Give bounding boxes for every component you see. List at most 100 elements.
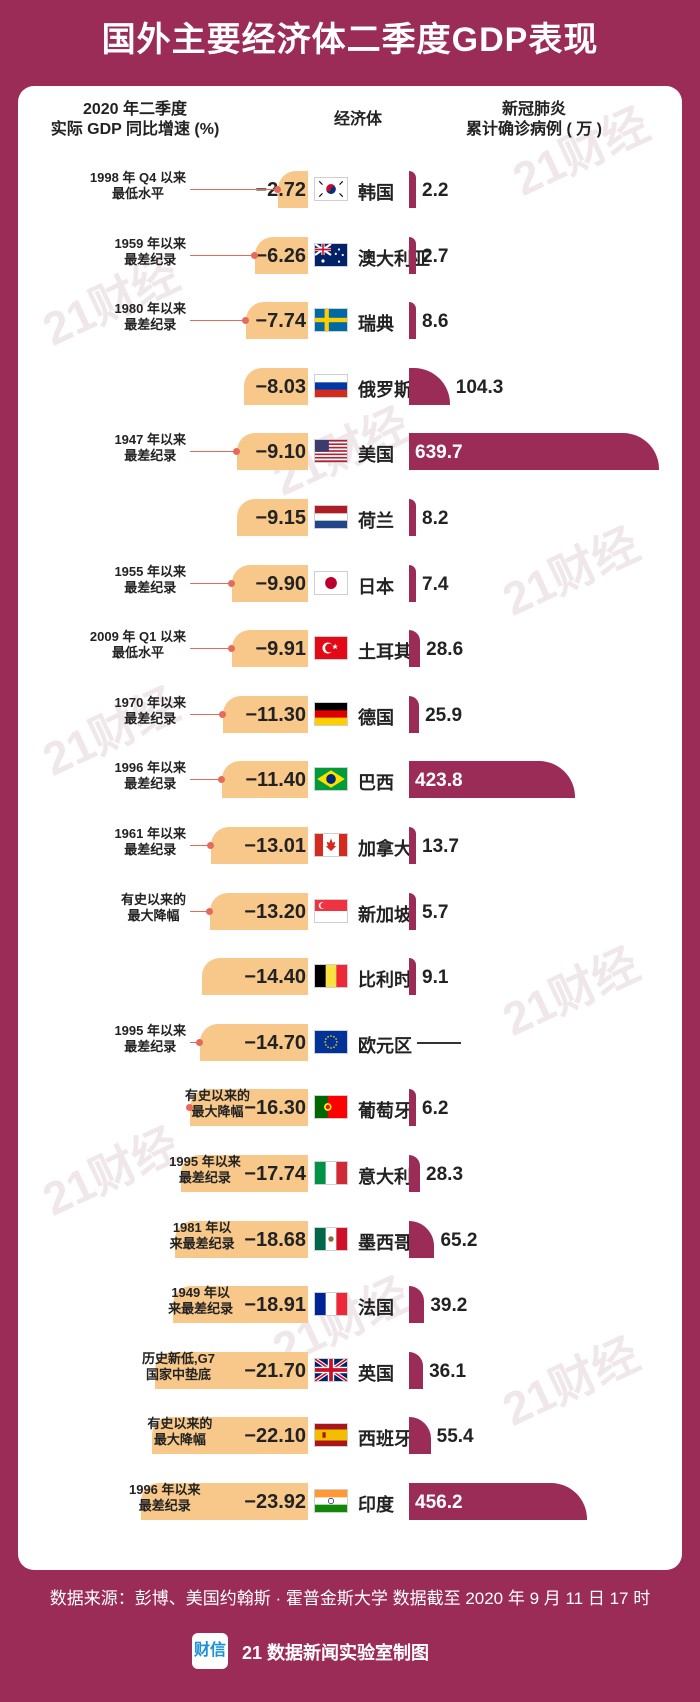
economy-name: 新加坡 bbox=[358, 904, 412, 925]
note-dot bbox=[206, 907, 214, 915]
record-note-line: 最差纪录 bbox=[124, 251, 177, 267]
gdp-bar bbox=[154, 1351, 308, 1389]
korea-flag-icon bbox=[314, 177, 348, 201]
chart-row: −16.30 有史以来的 最大降幅 葡萄牙 6.2 bbox=[18, 1072, 682, 1138]
record-note-line: 1981 年以 bbox=[172, 1219, 232, 1235]
uk-flag-icon bbox=[314, 1357, 348, 1382]
australia-flag-icon bbox=[314, 242, 348, 267]
cases-header-line2: 累计确诊病例 ( 万 ) bbox=[466, 121, 602, 138]
note-connector bbox=[190, 910, 211, 912]
record-note-line: 有史以来的 bbox=[120, 891, 186, 907]
record-note: 1970 年以来 最差纪录 bbox=[114, 695, 186, 727]
chart-row: −8.03 俄罗斯 104.3 bbox=[18, 351, 682, 417]
record-note: 1949 年以 来最差纪录 bbox=[168, 1285, 233, 1317]
gdp-value-label: −18.91 bbox=[244, 1294, 306, 1317]
record-note-line: 1995 年以来 bbox=[114, 1022, 186, 1038]
record-note-line: 最差纪录 bbox=[124, 579, 177, 595]
sweden-flag-icon bbox=[314, 308, 348, 333]
note-dot bbox=[186, 1104, 194, 1112]
gdp-value-label: −16.30 bbox=[244, 1097, 306, 1120]
italy-flag-icon bbox=[314, 1161, 348, 1185]
gdp-bar bbox=[190, 1089, 308, 1127]
gdp-value-label: −18.68 bbox=[244, 1228, 306, 1251]
case-value-label: 36.1 bbox=[429, 1360, 467, 1382]
chart-row: −7.74 1980 年以来 最差纪录 瑞典 8.6 bbox=[18, 285, 682, 351]
economy-name: 澳大利亚 bbox=[358, 248, 430, 269]
record-note: 有史以来的 最大降幅 bbox=[121, 892, 186, 924]
gdp-value-label: −11.30 bbox=[245, 703, 306, 726]
case-value-label: 639.7 bbox=[415, 442, 463, 464]
gdp-value-label: −9.15 bbox=[255, 507, 306, 529]
note-connector bbox=[190, 582, 232, 584]
economy-name: 土耳其 bbox=[358, 642, 412, 663]
case-bar bbox=[409, 630, 421, 668]
belgium-flag-icon bbox=[314, 964, 348, 989]
case-value-label: 13.7 bbox=[422, 836, 459, 857]
gdp-value-label: −9.91 bbox=[255, 638, 306, 661]
portugal-flag-icon bbox=[314, 1095, 348, 1120]
case-value-label: 5.7 bbox=[422, 901, 449, 923]
chart-row: −22.10 有史以来的 最大降幅 西班牙 55.4 bbox=[18, 1400, 682, 1466]
record-note-line: 1955 年以来 bbox=[114, 563, 186, 579]
canada-flag-icon bbox=[314, 833, 348, 857]
gdp-value-label: −9.10 bbox=[255, 441, 306, 464]
economy-name: 俄罗斯 bbox=[358, 379, 412, 400]
gdp-bar bbox=[140, 1483, 308, 1520]
case-value-label: 28.6 bbox=[426, 639, 464, 661]
chart-row: −11.30 1970 年以来 最差纪录 德国 25.9 bbox=[18, 679, 682, 745]
gdp-bar bbox=[152, 1417, 308, 1455]
record-note-line: 1980 年以来 bbox=[114, 301, 186, 317]
gdp-header-line2: 实际 GDP 同比增速 (%) bbox=[50, 121, 220, 138]
caixin-logo-icon: 财信 bbox=[192, 1633, 228, 1669]
case-bar bbox=[409, 695, 420, 733]
note-dot bbox=[196, 1038, 204, 1046]
usa-flag-icon bbox=[314, 439, 348, 464]
case-value-label: 104.3 bbox=[455, 376, 504, 398]
gdp-bar bbox=[211, 827, 308, 864]
economy-name: 西班牙 bbox=[358, 1429, 412, 1450]
chart-row: −18.91 1949 年以 来最差纪录 法国 39.2 bbox=[18, 1269, 682, 1335]
note-connector bbox=[190, 254, 256, 256]
note-dot bbox=[241, 317, 249, 325]
gdp-bar bbox=[221, 761, 308, 799]
record-note: 1981 年以 来最差纪录 bbox=[170, 1220, 235, 1252]
economy-name: 印度 bbox=[358, 1495, 394, 1515]
gdp-bar bbox=[173, 1286, 308, 1324]
economy-name: 加拿大 bbox=[358, 839, 412, 859]
record-note-line: 最差纪录 bbox=[124, 1038, 177, 1054]
record-note-line: 2009 年 Q1 以来 bbox=[89, 629, 186, 645]
gdp-bar bbox=[210, 892, 308, 930]
case-value-label: 65.2 bbox=[440, 1229, 478, 1251]
record-note-line: 有史以来的 bbox=[185, 1088, 251, 1104]
gdp-value-label: −13.01 bbox=[244, 835, 306, 857]
case-bar bbox=[409, 1286, 425, 1324]
case-value-label: 456.2 bbox=[415, 1492, 463, 1513]
japan-flag-icon bbox=[314, 570, 348, 595]
singapore-flag-icon bbox=[314, 898, 348, 923]
record-note-line: 最大降幅 bbox=[153, 1432, 206, 1448]
gdp-value-label: −6.26 bbox=[255, 244, 306, 267]
gdp-value-label: −13.20 bbox=[244, 900, 306, 923]
gdp-value-label: −14.40 bbox=[244, 966, 306, 989]
case-bar bbox=[409, 564, 416, 602]
no-data-dash bbox=[417, 1041, 461, 1044]
case-value-label: 6.2 bbox=[422, 1098, 449, 1120]
record-note-line: 最大降幅 bbox=[127, 907, 180, 923]
chart-row: −13.01 1961 年以来 最差纪录 加拿大 13.7 bbox=[18, 810, 682, 876]
record-note: 1995 年以来 最差纪录 bbox=[114, 1023, 186, 1055]
chart-row: −9.10 1947 年以来 最差纪录 美国 639.7 bbox=[18, 416, 682, 482]
case-bar bbox=[409, 367, 450, 405]
note-connector bbox=[190, 189, 279, 190]
record-note: 历史新低,G7 国家中垫底 bbox=[142, 1351, 215, 1383]
case-bar bbox=[409, 958, 416, 996]
gdp-value-label: −23.92 bbox=[244, 1491, 306, 1513]
page-title: 国外主要经济体二季度GDP表现 bbox=[101, 21, 599, 59]
record-note: 有史以来的 最大降幅 bbox=[147, 1416, 212, 1448]
record-note-line: 1959 年以来 bbox=[114, 235, 186, 251]
france-flag-icon bbox=[314, 1292, 348, 1317]
record-note: 1980 年以来 最差纪录 bbox=[114, 301, 186, 333]
record-note-line: 最差纪录 bbox=[124, 448, 177, 464]
note-connector bbox=[190, 1041, 201, 1043]
record-note: 有史以来的 最大降幅 bbox=[185, 1088, 250, 1120]
economy-name: 欧元区 bbox=[358, 1035, 412, 1056]
